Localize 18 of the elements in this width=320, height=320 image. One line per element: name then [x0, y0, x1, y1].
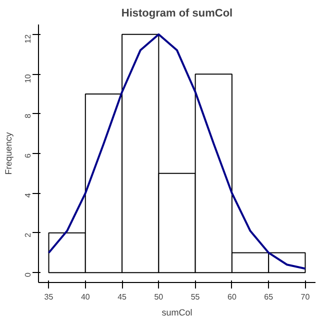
y-tick-label: 10: [24, 74, 32, 84]
x-tick-label: 45: [118, 292, 128, 302]
chart-title: Histogram of sumCol: [121, 8, 233, 20]
x-axis-title: sumCol: [162, 308, 192, 318]
x-tick-label: 50: [154, 292, 164, 302]
y-tick-label: 0: [24, 272, 32, 278]
y-tick-label: 6: [24, 152, 32, 158]
x-tick-label: 35: [44, 292, 54, 302]
y-tick-label: 2: [24, 232, 32, 238]
y-tick-label: 8: [24, 113, 32, 118]
y-axis-title: Frequency: [4, 132, 14, 175]
y-tick-label: 12: [24, 34, 32, 44]
x-tick-label: 60: [228, 292, 237, 302]
x-tick-label: 65: [264, 292, 274, 302]
y-tick-label: 4: [24, 192, 32, 198]
x-tick-label: 40: [80, 292, 90, 302]
x-tick-label: 70: [300, 292, 310, 302]
x-tick-label: 55: [190, 292, 200, 302]
